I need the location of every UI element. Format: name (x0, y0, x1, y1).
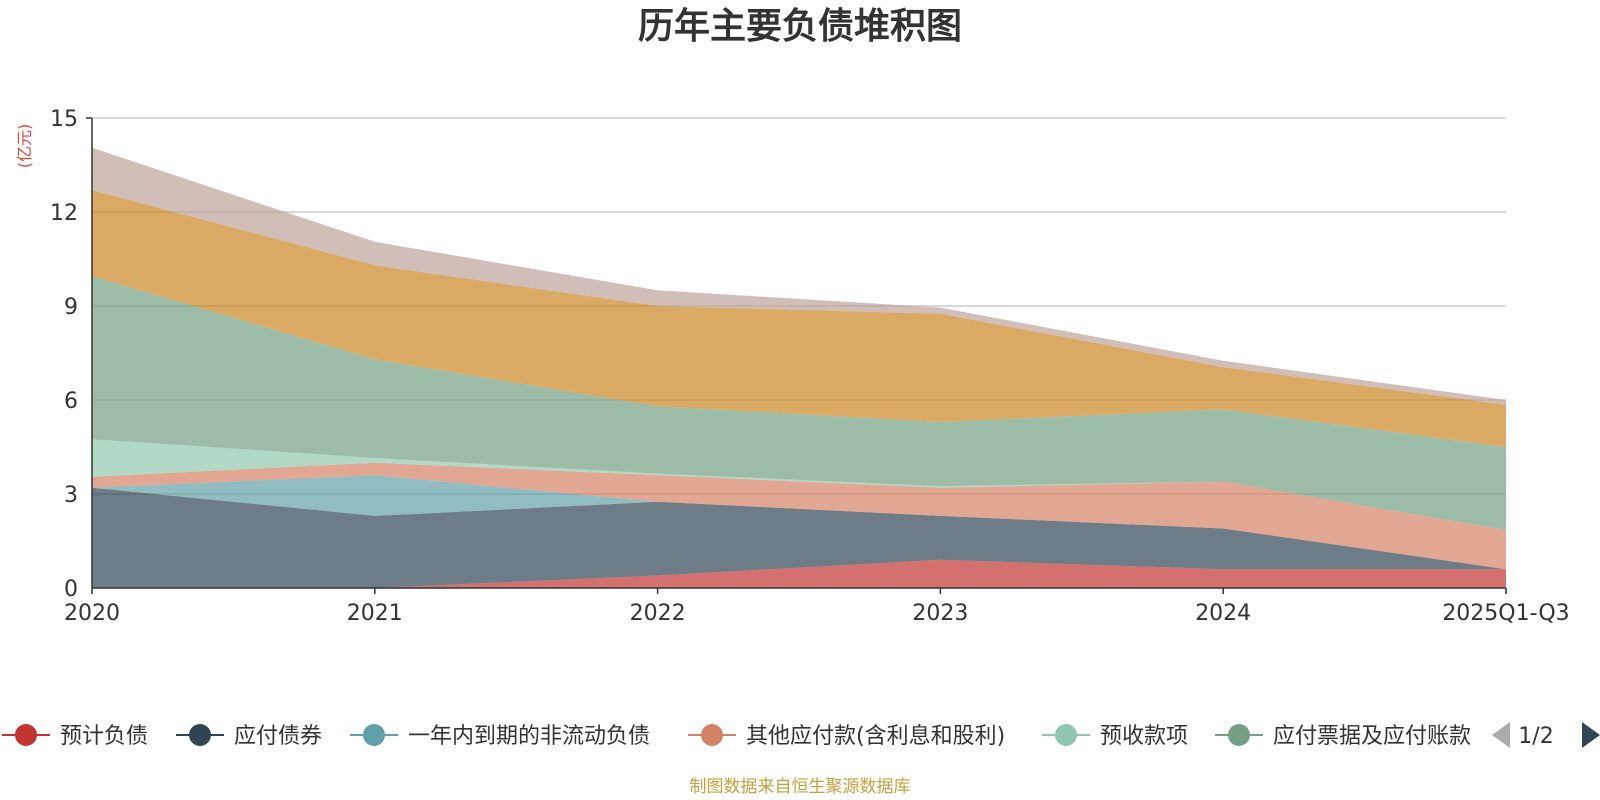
y-tick-label-0: 0 (64, 577, 78, 602)
legend: 预计负债 应付债券 一年内到期的非流动负债 其他应付款(含利息和股利) 预收款项 应付票据… (2, 724, 1471, 749)
area-series-5 (92, 439, 1506, 530)
data-source-note: 制图数据来自恒生聚源数据库 (690, 777, 911, 797)
legend-label: 其他应付款(含利息和股利) (746, 724, 1005, 749)
y-tick-label-4: 12 (50, 201, 78, 226)
area-series-7 (92, 190, 1506, 447)
legend-item-6[interactable]: 应付票据及应付账款 (1215, 724, 1471, 749)
legend-item-4[interactable]: 其他应付款(含利息和股利) (688, 724, 1005, 749)
x-axis-tick-labels: 2020 2021 2022 2023 2024 2025Q1-Q3 (64, 601, 1570, 626)
area-series-group (92, 147, 1506, 588)
legend-next-page-icon[interactable] (1582, 722, 1600, 748)
x-tick-label-2: 2022 (630, 601, 686, 626)
legend-page-indicator: 1/2 (1518, 724, 1553, 749)
legend-item-5[interactable]: 预收款项 (1042, 724, 1188, 749)
area-series-2 (92, 487, 1506, 588)
y-tick-label-3: 9 (64, 295, 78, 320)
x-tick-label-4: 2024 (1195, 601, 1251, 626)
area-series-6 (92, 276, 1506, 530)
legend-marker-icon (1055, 724, 1077, 746)
legend-label: 一年内到期的非流动负债 (408, 724, 650, 749)
legend-label: 预收款项 (1100, 724, 1188, 749)
legend-label: 应付债券 (234, 724, 322, 749)
legend-label: 应付票据及应付账款 (1273, 724, 1471, 749)
legend-marker-icon (189, 724, 211, 746)
y-axis-tick-labels: 0 3 6 9 12 15 (50, 107, 78, 602)
x-tick-label-5: 2025Q1-Q3 (1442, 601, 1569, 626)
chart-title: 历年主要负债堆积图 (638, 6, 962, 47)
legend-pager: 1/2 (1492, 722, 1600, 749)
legend-item-1[interactable]: 预计负债 (2, 724, 148, 749)
y-tick-label-1: 3 (64, 483, 78, 508)
legend-label: 预计负债 (60, 724, 148, 749)
legend-marker-icon (701, 724, 723, 746)
area-series-1 (92, 559, 1506, 588)
x-tick-label-0: 2020 (64, 601, 120, 626)
axes (86, 117, 1507, 594)
y-axis-unit-label: (亿元) (15, 124, 34, 169)
legend-prev-page-icon[interactable] (1492, 722, 1510, 748)
y-tick-label-5: 15 (50, 107, 78, 132)
legend-marker-icon (363, 724, 385, 746)
y-tick-label-2: 6 (64, 389, 78, 414)
legend-marker-icon (1228, 724, 1250, 746)
legend-item-2[interactable]: 应付债券 (176, 724, 322, 749)
area-series-4 (92, 462, 1506, 570)
legend-item-3[interactable]: 一年内到期的非流动负债 (350, 724, 650, 749)
x-tick-label-1: 2021 (347, 601, 403, 626)
x-tick-label-3: 2023 (912, 601, 968, 626)
legend-marker-icon (15, 724, 37, 746)
area-series-3 (92, 475, 1506, 570)
